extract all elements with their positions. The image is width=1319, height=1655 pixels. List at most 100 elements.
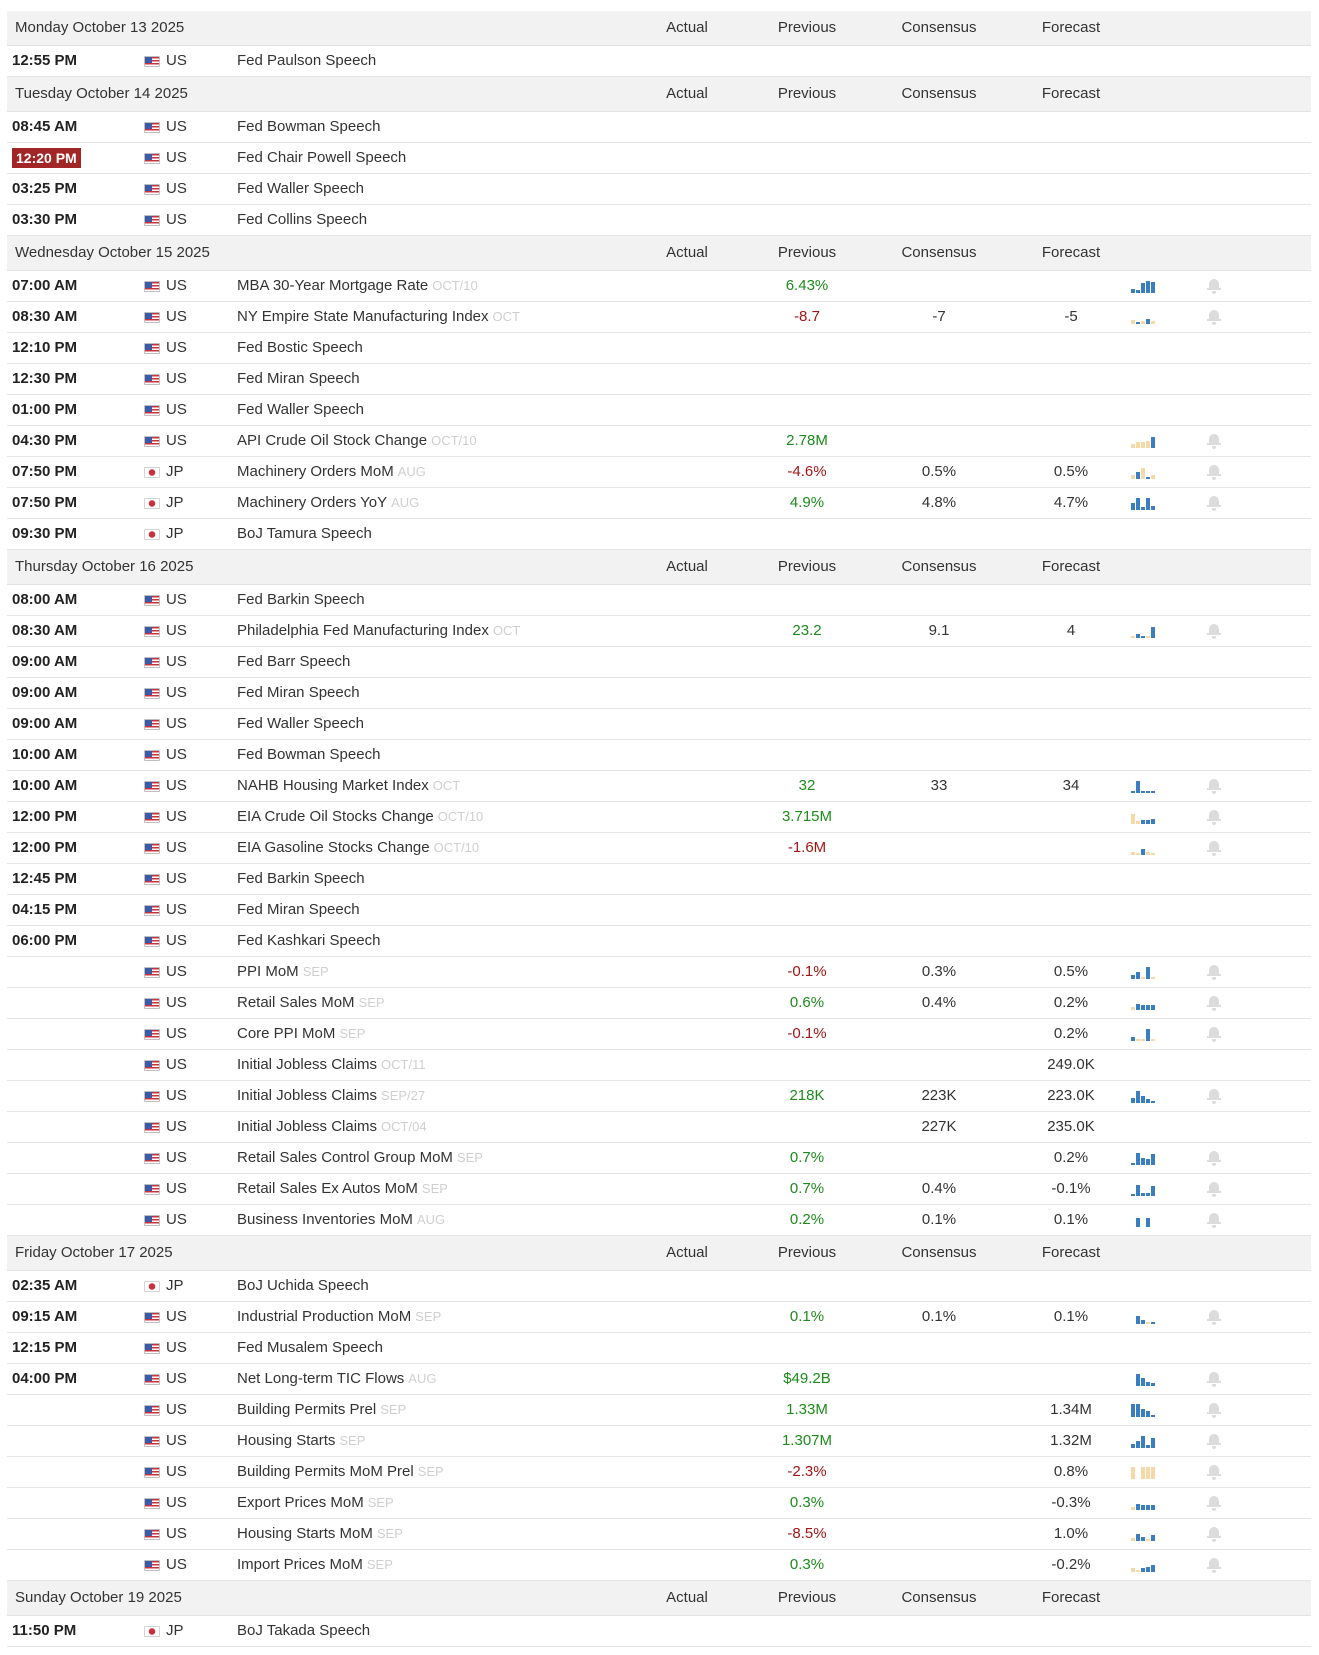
sparkline-icon[interactable]: [1131, 808, 1159, 824]
event-name-cell[interactable]: NAHB Housing Market Index OCT: [237, 771, 460, 801]
event-row[interactable]: US Housing Starts MoM SEP -8.5% 1.0%: [7, 1519, 1311, 1550]
event-row[interactable]: 09:00 AM US Fed Barr Speech: [7, 647, 1311, 678]
bell-icon[interactable]: [1207, 1371, 1221, 1387]
event-row[interactable]: 12:10 PM US Fed Bostic Speech: [7, 333, 1311, 364]
event-row[interactable]: US Initial Jobless Claims OCT/04 227K 235.0K: [7, 1112, 1311, 1143]
event-name[interactable]: EIA Gasoline Stocks Change: [237, 839, 430, 856]
event-name[interactable]: API Crude Oil Stock Change: [237, 432, 428, 449]
event-name-cell[interactable]: Fed Barr Speech: [237, 647, 354, 677]
event-name-cell[interactable]: Fed Bostic Speech: [237, 333, 367, 363]
bell-icon[interactable]: [1207, 309, 1221, 325]
event-row[interactable]: 08:30 AM US Philadelphia Fed Manufacturing…: [7, 616, 1311, 647]
event-name[interactable]: BoJ Takada Speech: [237, 1622, 371, 1639]
event-name[interactable]: Import Prices MoM: [237, 1556, 363, 1573]
bell-icon[interactable]: [1207, 623, 1221, 639]
event-name-cell[interactable]: Machinery Orders MoM AUG: [237, 457, 426, 487]
sparkline-icon[interactable]: [1131, 1308, 1159, 1324]
sparkline-icon[interactable]: [1131, 1025, 1159, 1041]
event-name-cell[interactable]: Fed Bowman Speech: [237, 740, 384, 770]
bell-icon[interactable]: [1207, 1495, 1221, 1511]
event-name-cell[interactable]: Core PPI MoM SEP: [237, 1019, 365, 1049]
event-row[interactable]: 09:00 AM US Fed Miran Speech: [7, 678, 1311, 709]
sparkline-icon[interactable]: [1131, 622, 1159, 638]
bell-icon[interactable]: [1207, 1433, 1221, 1449]
event-name-cell[interactable]: PPI MoM SEP: [237, 957, 329, 987]
event-name[interactable]: Retail Sales MoM: [237, 994, 355, 1011]
event-row[interactable]: 08:00 AM US Fed Barkin Speech: [7, 585, 1311, 616]
bell-icon[interactable]: [1207, 1181, 1221, 1197]
event-row[interactable]: 12:20 PM US Fed Chair Powell Speech: [7, 143, 1311, 174]
event-name-cell[interactable]: Fed Miran Speech: [237, 895, 364, 925]
event-row[interactable]: US Business Inventories MoM AUG 0.2% 0.1% 0.1…: [7, 1205, 1311, 1236]
sparkline-icon[interactable]: [1131, 1087, 1159, 1103]
event-row[interactable]: 07:50 PM JP Machinery Orders YoY AUG 4.9% 4.8…: [7, 488, 1311, 519]
event-name[interactable]: Retail Sales Ex Autos MoM: [237, 1180, 418, 1197]
event-row[interactable]: 02:35 AM JP BoJ Uchida Speech: [7, 1271, 1311, 1302]
event-name[interactable]: Initial Jobless Claims: [237, 1087, 378, 1104]
event-row[interactable]: 03:25 PM US Fed Waller Speech: [7, 174, 1311, 205]
event-name[interactable]: Fed Miran Speech: [237, 370, 360, 387]
event-name[interactable]: Initial Jobless Claims: [237, 1118, 378, 1135]
event-name[interactable]: Fed Barkin Speech: [237, 870, 365, 887]
event-row[interactable]: US Initial Jobless Claims OCT/11 249.0K: [7, 1050, 1311, 1081]
bell-icon[interactable]: [1207, 840, 1221, 856]
event-row[interactable]: 10:00 AM US NAHB Housing Market Index OCT 32…: [7, 771, 1311, 802]
sparkline-icon[interactable]: [1131, 1401, 1159, 1417]
event-row[interactable]: 12:45 PM US Fed Barkin Speech: [7, 864, 1311, 895]
event-name[interactable]: Export Prices MoM: [237, 1494, 364, 1511]
sparkline-icon[interactable]: [1131, 277, 1159, 293]
bell-icon[interactable]: [1207, 1088, 1221, 1104]
event-row[interactable]: 08:30 AM US NY Empire State Manufacturing …: [7, 302, 1311, 333]
event-row[interactable]: US Building Permits MoM Prel SEP -2.3% 0.8%: [7, 1457, 1311, 1488]
sparkline-icon[interactable]: [1131, 777, 1159, 793]
event-name-cell[interactable]: API Crude Oil Stock Change OCT/10: [237, 426, 477, 456]
event-row[interactable]: US Core PPI MoM SEP -0.1% 0.2%: [7, 1019, 1311, 1050]
event-name-cell[interactable]: Retail Sales MoM SEP: [237, 988, 385, 1018]
event-row[interactable]: 11:50 PM JP BoJ Takada Speech: [7, 1616, 1311, 1647]
event-name-cell[interactable]: Fed Chair Powell Speech: [237, 143, 410, 173]
bell-icon[interactable]: [1207, 1464, 1221, 1480]
event-row[interactable]: 12:30 PM US Fed Miran Speech: [7, 364, 1311, 395]
event-row[interactable]: US Retail Sales MoM SEP 0.6% 0.4% 0.2%: [7, 988, 1311, 1019]
event-row[interactable]: 04:30 PM US API Crude Oil Stock Change OCT/…: [7, 426, 1311, 457]
bell-icon[interactable]: [1207, 1526, 1221, 1542]
event-row[interactable]: US Initial Jobless Claims SEP/27 218K 223K 22…: [7, 1081, 1311, 1112]
event-name[interactable]: Building Permits Prel: [237, 1401, 377, 1418]
bell-icon[interactable]: [1207, 1150, 1221, 1166]
event-name-cell[interactable]: Fed Barkin Speech: [237, 585, 369, 615]
event-row[interactable]: 03:30 PM US Fed Collins Speech: [7, 205, 1311, 236]
event-name-cell[interactable]: Machinery Orders YoY AUG: [237, 488, 419, 518]
event-name[interactable]: Fed Collins Speech: [237, 211, 368, 228]
event-row[interactable]: 12:00 PM US EIA Gasoline Stocks Change OCT/…: [7, 833, 1311, 864]
event-name[interactable]: Net Long-term TIC Flows: [237, 1370, 405, 1387]
event-name[interactable]: Fed Bowman Speech: [237, 746, 381, 763]
event-name-cell[interactable]: Fed Musalem Speech: [237, 1333, 387, 1363]
event-name-cell[interactable]: Fed Waller Speech: [237, 395, 368, 425]
event-name[interactable]: Fed Barr Speech: [237, 653, 351, 670]
event-name[interactable]: Fed Bostic Speech: [237, 339, 363, 356]
event-row[interactable]: US Retail Sales Control Group MoM SEP 0.7% 0…: [7, 1143, 1311, 1174]
event-name-cell[interactable]: Initial Jobless Claims OCT/11: [237, 1050, 426, 1080]
sparkline-icon[interactable]: [1131, 1525, 1159, 1541]
bell-icon[interactable]: [1207, 278, 1221, 294]
event-row[interactable]: 08:45 AM US Fed Bowman Speech: [7, 112, 1311, 143]
event-name[interactable]: Fed Miran Speech: [237, 684, 360, 701]
event-name-cell[interactable]: Export Prices MoM SEP: [237, 1488, 394, 1518]
event-name[interactable]: Fed Barkin Speech: [237, 591, 365, 608]
event-row[interactable]: 12:15 PM US Fed Musalem Speech: [7, 1333, 1311, 1364]
event-name[interactable]: Fed Waller Speech: [237, 401, 365, 418]
event-name-cell[interactable]: EIA Gasoline Stocks Change OCT/10: [237, 833, 479, 863]
event-row[interactable]: 06:00 PM US Fed Kashkari Speech: [7, 926, 1311, 957]
event-name[interactable]: Fed Miran Speech: [237, 901, 360, 918]
event-name-cell[interactable]: Fed Bowman Speech: [237, 112, 384, 142]
event-name-cell[interactable]: EIA Crude Oil Stocks Change OCT/10: [237, 802, 483, 832]
event-name[interactable]: Machinery Orders YoY: [237, 494, 388, 511]
sparkline-icon[interactable]: [1131, 1370, 1159, 1386]
bell-icon[interactable]: [1207, 995, 1221, 1011]
event-name-cell[interactable]: Fed Waller Speech: [237, 174, 368, 204]
event-name[interactable]: Industrial Production MoM: [237, 1308, 412, 1325]
event-row[interactable]: US Retail Sales Ex Autos MoM SEP 0.7% 0.4% -0…: [7, 1174, 1311, 1205]
sparkline-icon[interactable]: [1131, 1556, 1159, 1572]
event-row[interactable]: 09:30 PM JP BoJ Tamura Speech: [7, 519, 1311, 550]
event-name-cell[interactable]: Initial Jobless Claims SEP/27: [237, 1081, 425, 1111]
